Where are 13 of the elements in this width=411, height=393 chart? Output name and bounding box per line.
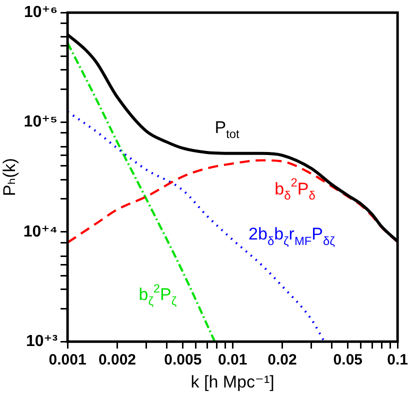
x-tick-label: 0.02 [268,352,297,369]
x-tick-label: 0.002 [98,352,136,369]
x-axis-title: k [h Mpc⁻¹] [190,372,274,392]
y-tick-label: 10⁺⁵ [24,114,58,131]
y-tick-label: 10⁺⁴ [23,223,58,240]
x-tick-label: 0.05 [333,352,363,369]
y-tick-label: 10⁺³ [26,333,58,350]
x-tick-label: 0.005 [164,352,202,369]
x-tick-label: 0.1 [387,352,408,369]
x-tick-label: 0.01 [218,352,248,369]
x-tick-label: 0.001 [48,352,86,369]
y-axis-title: Pₕ(k) [0,158,19,196]
y-tick-label: 10⁺⁶ [24,4,58,22]
